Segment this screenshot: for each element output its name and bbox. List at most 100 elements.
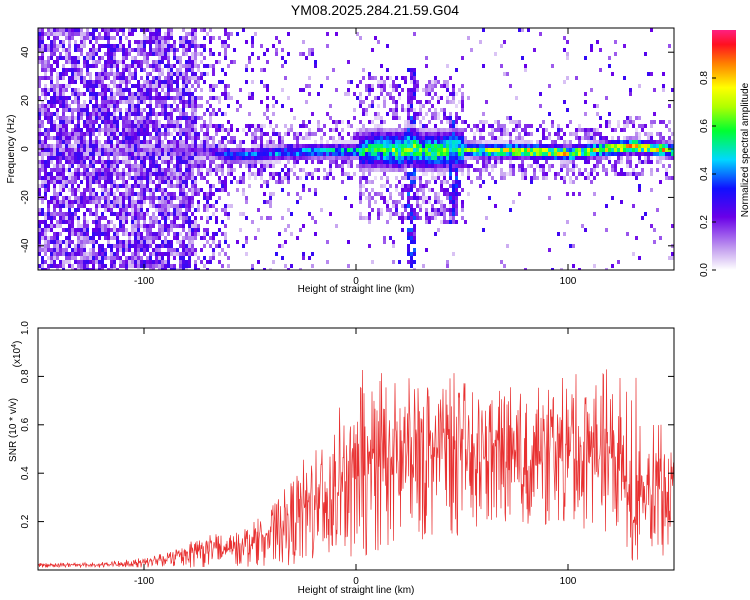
spectrogram-cell <box>98 180 101 184</box>
spectrogram-cell <box>95 160 98 164</box>
spectrogram-cell <box>455 104 458 108</box>
spectrogram-cell <box>221 112 224 116</box>
spectrogram-cell <box>287 168 290 172</box>
spectrogram-cell <box>188 224 191 228</box>
spectrogram-cell <box>134 140 137 144</box>
spectrogram-cell <box>65 196 68 200</box>
spectrogram-cell <box>413 260 416 264</box>
spectrogram-cell <box>305 132 308 136</box>
spectrogram-cell <box>239 152 242 156</box>
spectrogram-cell <box>374 168 377 172</box>
spectrogram-cell <box>185 172 188 176</box>
spectrogram-cell <box>173 224 176 228</box>
spectrogram-cell <box>617 172 620 176</box>
spectrogram-cell <box>86 80 89 84</box>
spectrogram-cell <box>494 152 497 156</box>
spectrogram-cell <box>443 144 446 148</box>
spectrogram-cell <box>206 152 209 156</box>
spectrogram-cell <box>212 204 215 208</box>
spectrogram-cell <box>80 240 83 244</box>
spectrogram-cell <box>284 156 287 160</box>
spectrogram-cell <box>143 224 146 228</box>
spectrogram-cell <box>56 96 59 100</box>
spectrogram-cell <box>65 124 68 128</box>
spectrogram-cell <box>158 244 161 248</box>
spectrogram-cell <box>251 52 254 56</box>
spectrogram-cell <box>389 76 392 80</box>
spectrogram-cell <box>131 244 134 248</box>
spectrogram-cell <box>176 80 179 84</box>
spectrogram-cell <box>554 156 557 160</box>
spectrogram-cell <box>143 36 146 40</box>
spectrogram-cell <box>368 220 371 224</box>
spectrogram-cell <box>56 88 59 92</box>
spectrogram-cell <box>194 88 197 92</box>
spectrogram-cell <box>236 188 239 192</box>
spectrogram-cell <box>383 200 386 204</box>
spectrogram-cell <box>227 264 230 268</box>
spectrogram-cell <box>362 160 365 164</box>
spectrogram-cell <box>44 152 47 156</box>
spectrogram-cell <box>191 96 194 100</box>
spectrogram-cell <box>41 68 44 72</box>
spectrogram-cell <box>425 140 428 144</box>
spectrogram-cell <box>383 152 386 156</box>
spectrogram-cell <box>110 96 113 100</box>
spectrogram-cell <box>347 120 350 124</box>
spectrogram-cell <box>404 160 407 164</box>
spectrogram-cell <box>596 112 599 116</box>
spectrogram-cell <box>161 192 164 196</box>
spectrogram-cell <box>65 148 68 152</box>
spectrogram-cell <box>455 128 458 132</box>
spectrogram-cell <box>113 204 116 208</box>
spectrogram-cell <box>176 268 179 270</box>
spectrogram-cell <box>62 156 65 160</box>
spectrogram-cell <box>164 124 167 128</box>
spectrogram-cell <box>212 68 215 72</box>
spectrogram-cell <box>92 80 95 84</box>
spectrogram-cell <box>212 168 215 172</box>
spectrogram-cell <box>101 156 104 160</box>
spectrogram-cell <box>587 140 590 144</box>
spectrogram-cell <box>149 168 152 172</box>
spectrogram-cell <box>197 268 200 270</box>
spectrogram-cell <box>53 128 56 132</box>
spectrogram-cell <box>269 268 272 270</box>
spectrogram-cells <box>38 28 674 270</box>
spectrogram-cell <box>512 172 515 176</box>
spectrogram-cell <box>215 172 218 176</box>
spectrogram-cell <box>86 184 89 188</box>
spectrogram-cell <box>56 92 59 96</box>
spectrogram-cell <box>197 200 200 204</box>
spectrogram-cell <box>176 212 179 216</box>
spectrogram-cell <box>149 140 152 144</box>
spectrogram-cell <box>395 100 398 104</box>
spectrogram-cell <box>350 176 353 180</box>
spectrogram-cell <box>143 60 146 64</box>
spectrogram-cell <box>176 116 179 120</box>
spectrogram-cell <box>179 244 182 248</box>
spectrogram-cell <box>602 148 605 152</box>
spectrogram-cell <box>131 32 134 36</box>
spectrogram-cell <box>314 148 317 152</box>
spectrogram-cell <box>56 268 59 270</box>
spectrogram-cell <box>41 208 44 212</box>
spectrogram-cell <box>278 148 281 152</box>
spectrogram-cell <box>44 232 47 236</box>
spectrogram-cell <box>296 144 299 148</box>
spectrogram-cell <box>125 260 128 264</box>
spectrogram-cell <box>212 212 215 216</box>
spectrogram-cell <box>206 228 209 232</box>
spectrogram-cell <box>68 172 71 176</box>
spectrogram-cell <box>326 112 329 116</box>
spectrogram-cell <box>368 132 371 136</box>
spectrogram-cell <box>377 40 380 44</box>
spectrogram-cell <box>308 52 311 56</box>
spectrogram-cell <box>65 48 68 52</box>
spectrogram-cell <box>113 184 116 188</box>
spectrogram-cell <box>287 208 290 212</box>
spectrogram-cell <box>65 108 68 112</box>
spectrogram-cell <box>41 60 44 64</box>
spectrogram-cell <box>137 60 140 64</box>
